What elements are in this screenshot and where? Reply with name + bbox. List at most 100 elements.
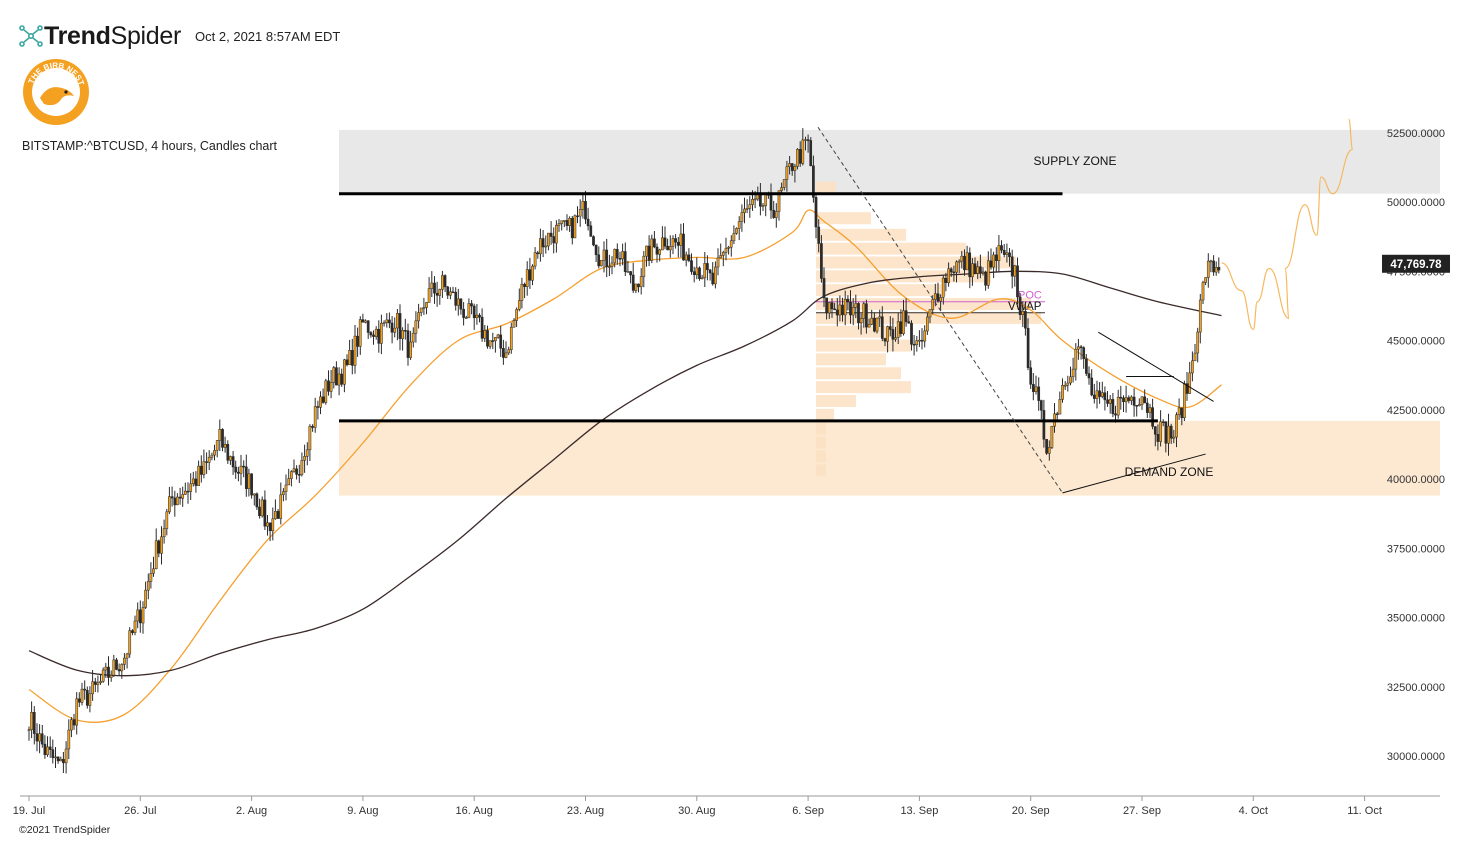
candle[interactable] <box>690 260 693 272</box>
candle[interactable] <box>714 266 717 285</box>
candle[interactable] <box>623 251 627 272</box>
candle[interactable] <box>1000 245 1003 251</box>
candle[interactable] <box>358 319 362 347</box>
candle[interactable] <box>488 340 492 347</box>
candle[interactable] <box>618 258 622 260</box>
drawings-layer[interactable] <box>339 126 1214 494</box>
candle[interactable] <box>711 272 715 285</box>
candle[interactable] <box>841 304 844 316</box>
candle[interactable] <box>207 456 211 463</box>
candle[interactable] <box>213 450 216 456</box>
candle[interactable] <box>639 276 643 288</box>
candle[interactable] <box>353 335 357 366</box>
candle[interactable] <box>570 218 574 239</box>
candle[interactable] <box>774 211 778 218</box>
candle[interactable] <box>75 698 79 726</box>
candle[interactable] <box>223 444 227 448</box>
candle[interactable] <box>252 493 256 496</box>
candle[interactable] <box>78 698 81 703</box>
candle[interactable] <box>1029 367 1033 385</box>
candle[interactable] <box>517 300 521 310</box>
candle[interactable] <box>835 309 839 316</box>
candle[interactable] <box>801 139 805 164</box>
candle[interactable] <box>933 293 937 300</box>
candle[interactable] <box>798 149 802 164</box>
candle[interactable] <box>1058 399 1062 415</box>
candle[interactable] <box>255 493 259 508</box>
candle[interactable] <box>197 465 200 486</box>
candles-layer[interactable] <box>27 128 1221 774</box>
candle[interactable] <box>732 233 736 242</box>
candle[interactable] <box>790 163 794 171</box>
candle[interactable] <box>398 313 402 339</box>
candle[interactable] <box>1082 347 1086 360</box>
candle[interactable] <box>1167 425 1170 444</box>
candle[interactable] <box>1079 346 1083 349</box>
candle[interactable] <box>38 733 41 742</box>
candle[interactable] <box>1145 402 1149 413</box>
candle[interactable] <box>96 682 100 685</box>
candle[interactable] <box>319 396 322 408</box>
candle[interactable] <box>1010 256 1014 277</box>
candle[interactable] <box>1156 434 1160 442</box>
candle[interactable] <box>1042 410 1046 440</box>
candle[interactable] <box>777 190 781 212</box>
candle[interactable] <box>745 208 749 210</box>
candle[interactable] <box>944 277 948 283</box>
candle[interactable] <box>581 201 585 210</box>
candle[interactable] <box>170 496 174 499</box>
candle[interactable] <box>366 320 370 333</box>
candle[interactable] <box>168 496 171 513</box>
candle[interactable] <box>1116 396 1120 416</box>
candle[interactable] <box>780 187 783 191</box>
candle[interactable] <box>1002 249 1006 255</box>
candle[interactable] <box>316 406 320 408</box>
candle[interactable] <box>838 304 842 316</box>
candle[interactable] <box>544 245 548 248</box>
candle[interactable] <box>687 254 691 261</box>
candle[interactable] <box>1037 386 1041 401</box>
candle[interactable] <box>72 719 76 726</box>
candle[interactable] <box>536 252 540 255</box>
candle[interactable] <box>703 263 707 279</box>
candle[interactable] <box>528 269 532 281</box>
candle[interactable] <box>350 350 354 366</box>
candle[interactable] <box>88 693 92 706</box>
candle[interactable] <box>761 205 765 207</box>
candle[interactable] <box>1061 385 1064 400</box>
candle[interactable] <box>769 194 773 211</box>
candle[interactable] <box>936 293 940 302</box>
candle[interactable] <box>992 254 995 268</box>
candle[interactable] <box>1024 311 1027 329</box>
candle[interactable] <box>43 743 47 755</box>
candle[interactable] <box>830 302 834 310</box>
candle[interactable] <box>459 298 463 310</box>
candle[interactable] <box>706 263 709 271</box>
candle[interactable] <box>822 278 826 299</box>
candle[interactable] <box>512 320 516 328</box>
candle[interactable] <box>608 266 611 268</box>
candle[interactable] <box>849 301 852 316</box>
candle[interactable] <box>1106 399 1109 404</box>
candle[interactable] <box>125 653 129 659</box>
candle[interactable] <box>1191 360 1194 374</box>
candle[interactable] <box>32 712 36 734</box>
candle[interactable] <box>215 440 219 451</box>
candle[interactable] <box>345 359 349 366</box>
candle[interactable] <box>107 666 110 678</box>
candle[interactable] <box>724 247 728 253</box>
candle[interactable] <box>54 756 57 759</box>
candle[interactable] <box>483 330 487 339</box>
candle[interactable] <box>647 245 651 261</box>
candle[interactable] <box>806 139 810 141</box>
candle[interactable] <box>963 255 966 271</box>
candle[interactable] <box>80 688 84 703</box>
candle[interactable] <box>154 540 158 570</box>
candle[interactable] <box>258 506 261 517</box>
candle[interactable] <box>899 321 903 334</box>
candle[interactable] <box>374 328 378 337</box>
candle[interactable] <box>968 252 972 278</box>
candle[interactable] <box>1180 407 1184 419</box>
candle[interactable] <box>1039 400 1043 411</box>
